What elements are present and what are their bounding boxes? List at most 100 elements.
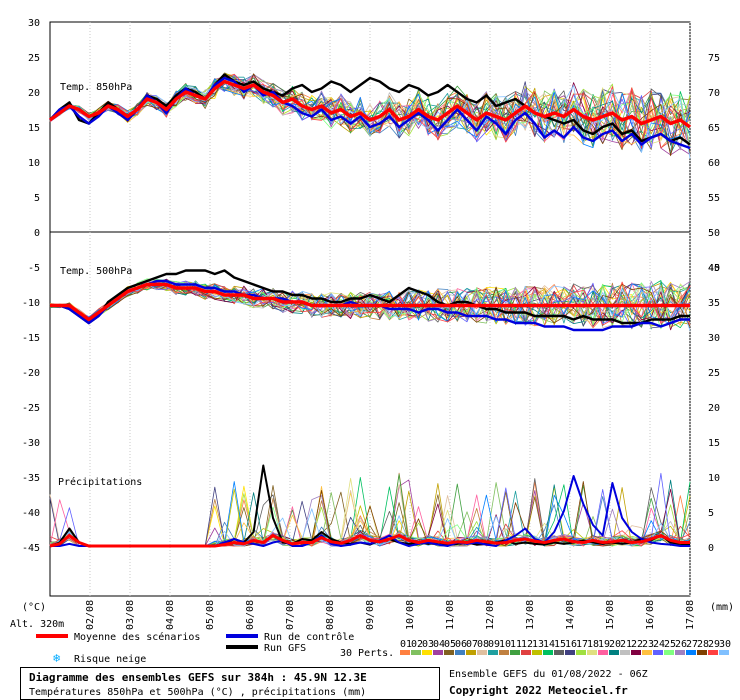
run-info: Ensemble GEFS du 01/08/2022 - 06Z	[449, 669, 648, 680]
pert-color-swatch	[675, 650, 685, 655]
y2-tick-label: 60	[708, 158, 720, 169]
right-unit-label: (mm)	[710, 602, 734, 613]
y2-tick-label: 10	[708, 473, 720, 484]
pert-id-label: 14	[543, 639, 555, 650]
pert-id-label: 19	[598, 639, 610, 650]
pert-id-label: 04	[433, 639, 445, 650]
y2-tick-label: 20	[708, 403, 720, 414]
t850-gfs-line	[49, 73, 691, 146]
y2-tick-label: 40	[708, 263, 720, 274]
x-tick-label: 17/08	[685, 600, 696, 630]
y2-tick-label: 30	[708, 333, 720, 344]
y2-tick-label: 15	[708, 438, 720, 449]
pert-color-swatch	[565, 650, 575, 655]
legend-snow-label: Risque neige	[74, 654, 146, 665]
legend-control-label: Run de contrôle	[264, 631, 354, 643]
pert-color-swatch	[719, 650, 729, 655]
legend-gfs-label: Run GFS	[264, 643, 306, 654]
y-tick-label: 25	[28, 53, 40, 64]
pert-id-label: 01	[400, 639, 412, 650]
y-tick-label: 10	[28, 158, 40, 169]
pert-id-label: 17	[576, 639, 588, 650]
y2-tick-label: 45	[708, 263, 720, 274]
y-tick-label: -15	[22, 333, 40, 344]
y2-tick-label: 75	[708, 53, 720, 64]
footer-title-box: Diagramme des ensembles GEFS sur 384h : …	[20, 667, 440, 700]
pert-color-swatch	[587, 650, 597, 655]
pert-color-swatch	[554, 650, 564, 655]
main-series	[48, 73, 692, 548]
pert-color-swatch	[510, 650, 520, 655]
pert-id-label: 29	[708, 639, 720, 650]
x-tick-label: 02/08	[85, 600, 96, 630]
pert-id-label: 12	[521, 639, 533, 650]
chart-title: Diagramme des ensembles GEFS sur 384h : …	[29, 671, 367, 684]
t500-gfs-line	[50, 269, 690, 325]
pert-color-swatch	[708, 650, 718, 655]
y2-tick-label: 25	[708, 368, 720, 379]
y-tick-label: -20	[22, 368, 40, 379]
altitude-label: Alt. 320m	[10, 619, 64, 630]
pert-id-label: 27	[686, 639, 698, 650]
pert-color-swatch	[444, 650, 454, 655]
ensemble-member-line	[49, 77, 691, 159]
x-tick-label: 12/08	[485, 600, 496, 630]
x-tick-label: 03/08	[125, 600, 136, 630]
y2-tick-label: 50	[708, 228, 720, 239]
y-tick-label: -35	[22, 473, 40, 484]
pert-id-label: 23	[642, 639, 654, 650]
y-tick-label: -10	[22, 298, 40, 309]
pert-id-label: 30	[719, 639, 731, 650]
pert-color-swatch	[521, 650, 531, 655]
pert-id-label: 10	[499, 639, 511, 650]
pert-color-swatch	[433, 650, 443, 655]
x-tick-label: 05/08	[205, 600, 216, 630]
pert-color-swatch	[697, 650, 707, 655]
y2-tick-label: 65	[708, 123, 720, 134]
pert-color-swatch	[488, 650, 498, 655]
precip-mean-line	[49, 534, 690, 548]
legend-mean-label: Moyenne des scénarios	[74, 631, 200, 643]
pert-id-label: 25	[664, 639, 676, 650]
pert-color-swatch	[422, 650, 432, 655]
y-tick-label: 20	[28, 88, 40, 99]
y2-tick-label: 70	[708, 88, 720, 99]
pert-color-swatch	[532, 650, 542, 655]
t500-panel-label: Temp. 500hPa	[60, 266, 132, 277]
ensemble-member-line	[49, 75, 691, 146]
t500-mean-line	[50, 282, 690, 322]
pert-color-swatch	[576, 650, 586, 655]
pert-color-swatch	[477, 650, 487, 655]
pert-id-label: 20	[609, 639, 621, 650]
pert-id-label: 06	[455, 639, 467, 650]
y-tick-label: -40	[22, 508, 40, 519]
ensemble-member-line	[49, 278, 691, 330]
pert-color-swatch	[653, 650, 663, 655]
pert-id-label: 21	[620, 639, 632, 650]
perturbation-swatches: 0102030405060708091011121314151617181920…	[400, 639, 731, 655]
chart-subtitle: Températures 850hPa et 500hPa (°C) , pré…	[29, 687, 367, 698]
pert-color-swatch	[620, 650, 630, 655]
y-tick-label: 5	[34, 193, 40, 204]
t850-panel-label: Temp. 850hPa	[60, 82, 132, 93]
pert-color-swatch	[455, 650, 465, 655]
t850-mean-line	[48, 79, 692, 129]
y-tick-label: -45	[22, 543, 40, 554]
pert-color-swatch	[642, 650, 652, 655]
x-tick-label: 14/08	[565, 600, 576, 630]
pert-color-swatch	[609, 650, 619, 655]
pert-id-label: 18	[587, 639, 599, 650]
pert-color-swatch	[631, 650, 641, 655]
y2-tick-label: 35	[708, 298, 720, 309]
pert-id-label: 22	[631, 639, 643, 650]
pert-id-label: 08	[477, 639, 489, 650]
pert-color-swatch	[499, 650, 509, 655]
pert-color-swatch	[598, 650, 608, 655]
left-unit-label: (°C)	[22, 602, 46, 613]
precip-panel-label: Précipitations	[58, 476, 142, 488]
x-tick-label: 13/08	[525, 600, 536, 630]
pert-id-label: 28	[697, 639, 709, 650]
pert-color-swatch	[664, 650, 674, 655]
y-tick-label: 15	[28, 123, 40, 134]
